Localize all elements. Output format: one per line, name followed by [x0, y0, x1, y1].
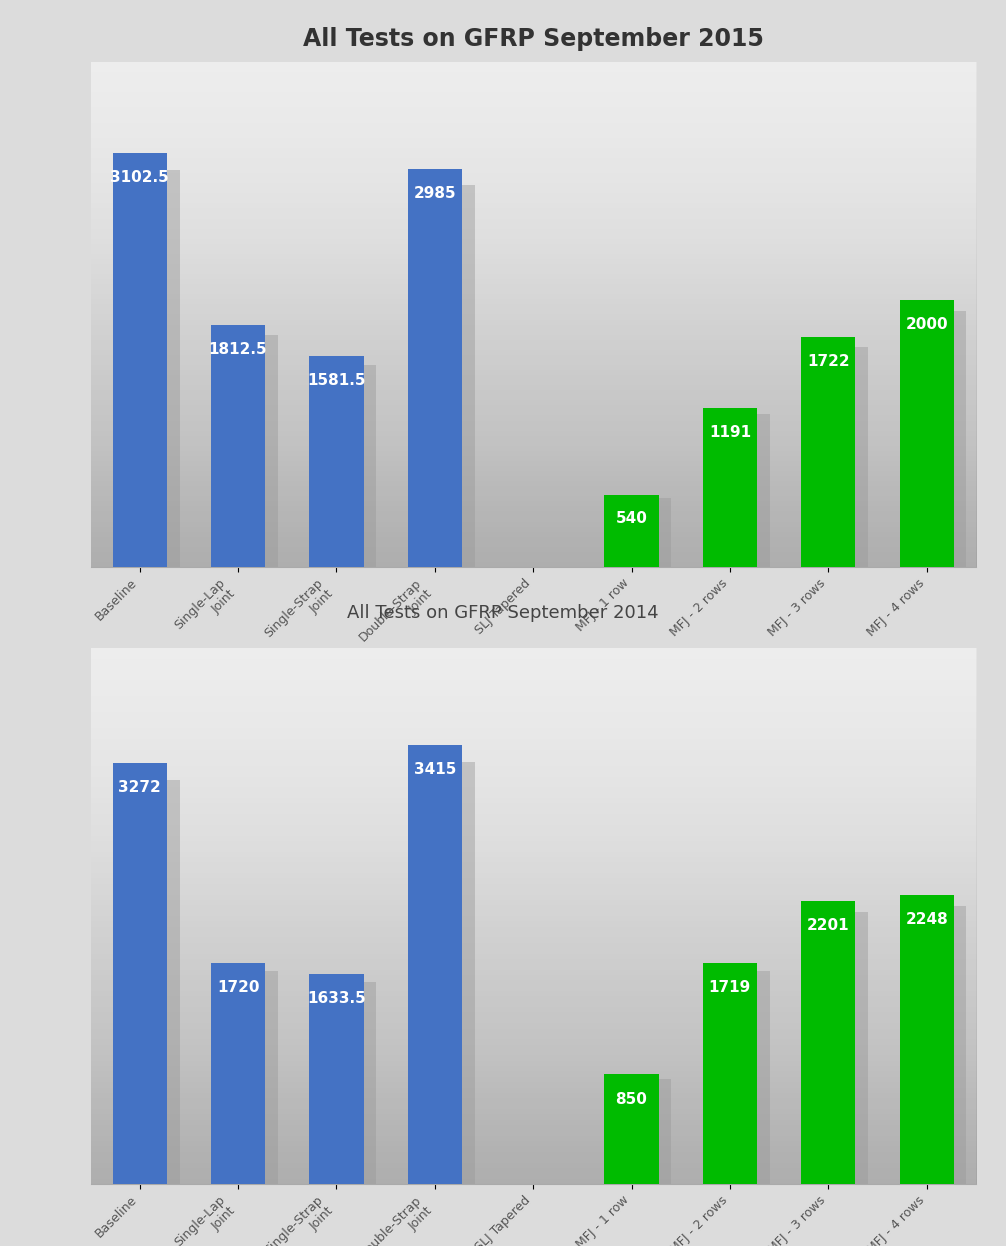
Text: 3102.5: 3102.5 — [111, 169, 169, 184]
Bar — [703, 963, 757, 1184]
Bar — [605, 1074, 659, 1184]
Bar — [211, 325, 266, 567]
Text: 1719: 1719 — [709, 981, 751, 996]
Bar — [126, 169, 179, 567]
Text: 540: 540 — [616, 511, 648, 527]
Bar — [310, 973, 363, 1184]
Text: 1722: 1722 — [807, 354, 850, 369]
Bar — [618, 1079, 671, 1184]
Bar — [605, 495, 659, 567]
Bar — [407, 745, 462, 1184]
Text: 1812.5: 1812.5 — [209, 341, 268, 356]
Bar — [899, 895, 954, 1184]
Bar — [715, 972, 770, 1184]
Text: 1581.5: 1581.5 — [307, 373, 366, 388]
Bar — [715, 415, 770, 567]
Bar — [421, 184, 475, 567]
Bar — [407, 169, 462, 567]
Title: All Tests on GFRP September 2015: All Tests on GFRP September 2015 — [303, 26, 764, 51]
Bar — [211, 962, 266, 1184]
Text: 850: 850 — [616, 1091, 648, 1106]
Text: 2248: 2248 — [905, 912, 948, 927]
Bar — [113, 153, 167, 567]
Text: 1720: 1720 — [217, 981, 260, 996]
Text: 3415: 3415 — [413, 763, 456, 778]
Text: 2985: 2985 — [413, 186, 456, 201]
Bar — [126, 780, 179, 1184]
Bar — [223, 335, 278, 567]
Bar — [801, 338, 855, 567]
Bar — [618, 498, 671, 567]
Bar — [814, 912, 868, 1184]
Bar — [310, 356, 363, 567]
Bar — [223, 972, 278, 1184]
Text: 2201: 2201 — [807, 918, 850, 933]
Bar — [322, 365, 376, 567]
Text: 3272: 3272 — [119, 780, 161, 795]
Text: All Tests on GFRP September 2014: All Tests on GFRP September 2014 — [347, 604, 659, 622]
Text: 1633.5: 1633.5 — [307, 992, 366, 1007]
Bar — [899, 300, 954, 567]
Bar — [912, 312, 967, 567]
Bar — [322, 982, 376, 1184]
Text: 1191: 1191 — [709, 425, 750, 440]
Bar — [814, 346, 868, 567]
Bar — [421, 763, 475, 1184]
Bar — [912, 906, 967, 1184]
Bar — [113, 763, 167, 1184]
Text: 2000: 2000 — [905, 316, 948, 331]
Bar — [703, 409, 757, 567]
Bar — [801, 901, 855, 1184]
